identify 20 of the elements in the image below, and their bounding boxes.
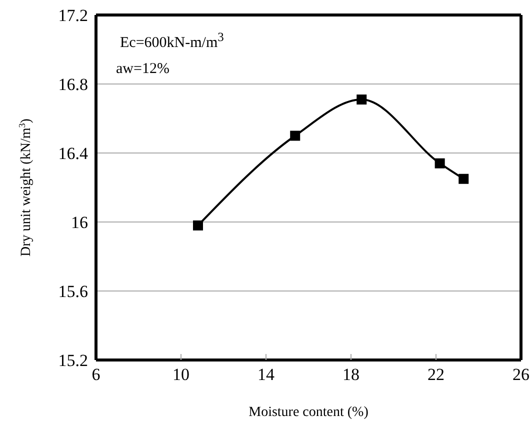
point bbox=[458, 174, 469, 184]
y-tick-label: 16 bbox=[71, 213, 88, 232]
x-tick-label: 18 bbox=[342, 365, 360, 384]
point bbox=[193, 220, 203, 230]
x-tick-label: 6 bbox=[92, 365, 100, 384]
point bbox=[356, 94, 367, 105]
y-tick-label: 16.8 bbox=[58, 75, 88, 94]
point bbox=[290, 130, 300, 141]
annotation: aw=12% bbox=[116, 60, 170, 78]
y-tick-label: 15.6 bbox=[58, 282, 88, 302]
x-tick-label: 14 bbox=[258, 365, 275, 384]
x-axis-title: Moisture content (%) bbox=[248, 405, 369, 420]
x-tick-label: 26 bbox=[512, 365, 530, 384]
x-tick-label: 22 bbox=[428, 365, 444, 384]
point bbox=[434, 158, 445, 168]
y-tick-label: 16.4 bbox=[58, 144, 88, 164]
annotation: Ec=600kN-m/m$^{3}$ bbox=[120, 29, 224, 52]
x-tick-label: 10 bbox=[172, 365, 190, 384]
y-tick-label: 15.2 bbox=[58, 351, 88, 370]
y-tick-label: 17.2 bbox=[58, 6, 88, 26]
